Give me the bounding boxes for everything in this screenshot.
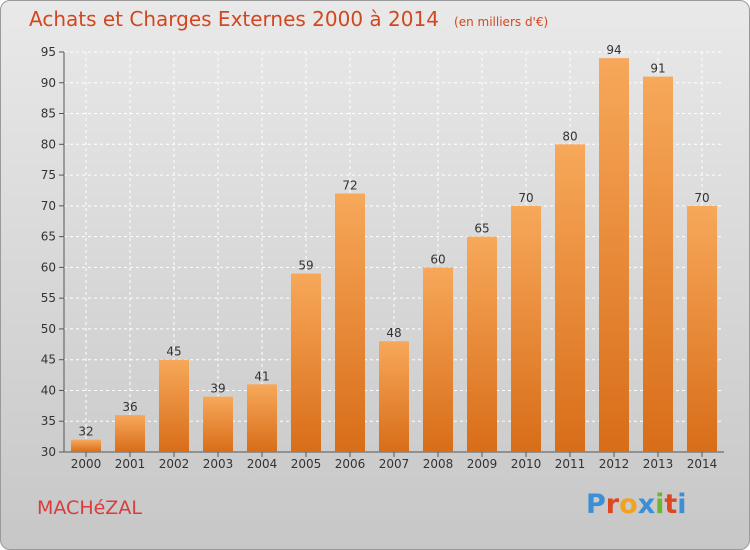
y-tick-label: 75 <box>41 168 56 182</box>
data-label: 72 <box>342 179 357 193</box>
x-tick-label: 2011 <box>555 457 586 471</box>
bar-2010 <box>511 205 541 452</box>
logo-letter: P <box>586 489 606 520</box>
bar-2014 <box>687 205 717 452</box>
bar-2000 <box>71 439 101 452</box>
data-label: 48 <box>386 326 401 340</box>
x-tick-label: 2014 <box>687 457 718 471</box>
y-tick-label: 80 <box>41 137 56 151</box>
x-tick-label: 2007 <box>379 457 410 471</box>
y-tick-label: 40 <box>41 383 56 397</box>
data-label: 45 <box>166 345 181 359</box>
bar-2007 <box>379 341 409 452</box>
data-label: 36 <box>122 400 137 414</box>
bar-2001 <box>115 415 145 452</box>
data-label: 41 <box>254 369 269 383</box>
y-tick-label: 50 <box>41 322 56 336</box>
x-tick-label: 2004 <box>247 457 278 471</box>
chart-unit: (en milliers d'€) <box>454 15 549 29</box>
x-tick-label: 2010 <box>511 457 542 471</box>
y-tick-label: 70 <box>41 199 56 213</box>
bar-2009 <box>467 236 497 452</box>
chart-header: Achats et Charges Externes 2000 à 2014 (… <box>29 7 548 31</box>
logo-letter: i <box>655 489 665 520</box>
x-tick-label: 2002 <box>159 457 190 471</box>
data-label: 80 <box>562 129 577 143</box>
bar-2012 <box>599 58 629 453</box>
x-tick-label: 2000 <box>71 457 102 471</box>
logo-letter: t <box>664 489 678 520</box>
place-name: MACHéZAL <box>37 497 142 519</box>
data-label: 70 <box>694 191 709 205</box>
x-tick-label: 2012 <box>599 457 630 471</box>
logo-letter: i <box>677 489 687 520</box>
y-tick-label: 35 <box>41 414 56 428</box>
data-label: 65 <box>474 222 489 236</box>
data-label: 59 <box>298 259 313 273</box>
logo-letter: o <box>619 489 638 520</box>
x-tick-label: 2001 <box>115 457 146 471</box>
y-tick-label: 30 <box>41 445 56 459</box>
x-tick-label: 2013 <box>643 457 674 471</box>
data-label: 39 <box>210 382 225 396</box>
data-label: 32 <box>78 425 93 439</box>
data-label: 94 <box>606 43 621 57</box>
y-tick-label: 55 <box>41 291 56 305</box>
bar-2013 <box>643 76 673 452</box>
y-tick-label: 95 <box>41 45 56 59</box>
data-label: 60 <box>430 252 445 266</box>
labels: 30 35 40 45 50 55 60 65 70 75 80 85 90 95 32 2000 36 2001… <box>41 43 718 471</box>
bar-2011 <box>555 144 585 453</box>
bar-2008 <box>423 267 453 452</box>
bar-2003 <box>203 396 233 452</box>
x-tick-label: 2003 <box>203 457 234 471</box>
bar-2002 <box>159 359 189 452</box>
chart-title: Achats et Charges Externes 2000 à 2014 <box>29 7 439 31</box>
logo-letter: x <box>637 489 656 520</box>
y-tick-label: 85 <box>41 107 56 121</box>
y-tick-label: 60 <box>41 260 56 274</box>
logo-letter: r <box>605 489 620 520</box>
bar-2004 <box>247 384 277 452</box>
data-label: 91 <box>650 62 665 76</box>
data-label: 70 <box>518 191 533 205</box>
x-tick-label: 2008 <box>423 457 454 471</box>
x-tick-label: 2005 <box>291 457 322 471</box>
x-tick-label: 2006 <box>335 457 366 471</box>
x-tick-label: 2009 <box>467 457 498 471</box>
y-tick-label: 45 <box>41 353 56 367</box>
y-tick-label: 90 <box>41 76 56 90</box>
proxiti-logo: Proxiti <box>586 489 687 520</box>
bar-2005 <box>291 273 321 452</box>
bar-2006 <box>335 193 365 453</box>
bars <box>71 58 717 453</box>
y-tick-label: 65 <box>41 230 56 244</box>
